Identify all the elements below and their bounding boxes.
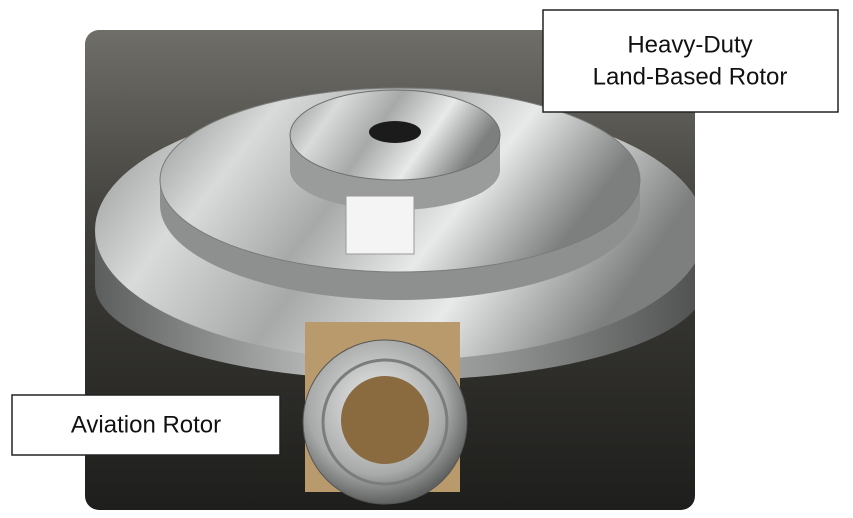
- callout-aviation: Aviation Rotor: [11, 394, 281, 456]
- aviation-rotor-bore: [341, 376, 429, 464]
- callout-heavy-duty: Heavy-Duty Land-Based Rotor: [542, 9, 839, 113]
- callout-box: [542, 9, 839, 113]
- rotor-tag: [345, 195, 415, 255]
- callout-box: [11, 394, 281, 456]
- aviation-rotor-ring: [321, 358, 449, 486]
- callout-text: Aviation Rotor: [71, 411, 221, 438]
- callout-text: Land-Based Rotor: [593, 63, 788, 90]
- callout-text: Heavy-Duty: [627, 31, 752, 58]
- hub-bore: [369, 121, 421, 143]
